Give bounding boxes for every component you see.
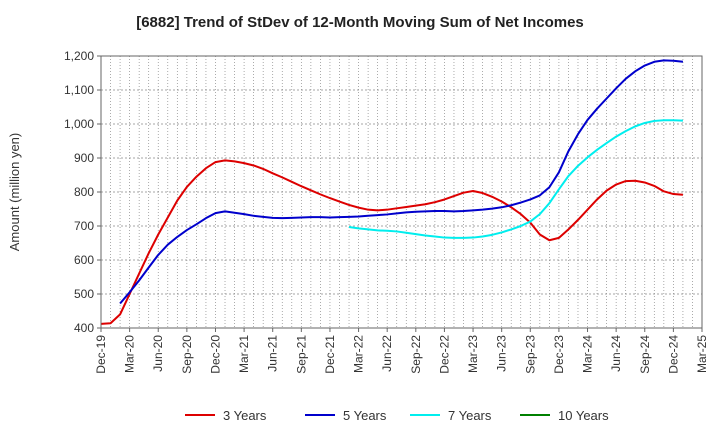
x-tick-label: Dec-21 bbox=[323, 335, 337, 374]
x-tick-label: Jun-21 bbox=[266, 335, 280, 372]
x-axis: Dec-19 Mar-20 Jun-20 Sep-20 Dec-20 Mar-21 Jun-… bbox=[94, 328, 709, 374]
y-tick-label: 1,000 bbox=[64, 117, 94, 131]
x-tick-label: Dec-22 bbox=[437, 335, 451, 374]
x-tick-label: Dec-24 bbox=[666, 335, 680, 374]
x-tick-label: Mar-21 bbox=[237, 335, 251, 373]
y-tick-label: 700 bbox=[74, 219, 94, 233]
x-tick-label: Mar-23 bbox=[466, 335, 480, 373]
x-tick-label: Mar-22 bbox=[352, 335, 366, 373]
chart-title: [6882] Trend of StDev of 12-Month Moving… bbox=[136, 14, 584, 31]
y-tick-label: 900 bbox=[74, 151, 94, 165]
x-tick-label: Jun-23 bbox=[495, 335, 509, 372]
x-tick-label: Dec-23 bbox=[552, 335, 566, 374]
series-line-3-years bbox=[100, 159, 683, 325]
x-tick-label: Dec-20 bbox=[208, 335, 222, 374]
x-tick-label: Mar-20 bbox=[123, 335, 137, 373]
legend-label-5-years: 5 Years bbox=[343, 408, 387, 423]
x-tick-label: Mar-24 bbox=[581, 335, 595, 373]
x-tick-label: Sep-23 bbox=[523, 335, 537, 374]
legend-label-10-years: 10 Years bbox=[558, 408, 609, 423]
legend: 3 Years 5 Years 7 Years 10 Years bbox=[185, 408, 609, 423]
legend-label-3-years: 3 Years bbox=[223, 408, 267, 423]
x-tick-label: Jun-24 bbox=[609, 335, 623, 372]
y-axis: 400 500 600 700 800 900 1,000 1,100 1,200 bbox=[64, 49, 101, 335]
x-tick-label: Jun-22 bbox=[380, 335, 394, 372]
x-tick-label: Sep-21 bbox=[294, 335, 308, 374]
y-tick-label: 400 bbox=[74, 321, 94, 335]
series-line-5-years bbox=[119, 59, 684, 305]
x-tick-label: Dec-19 bbox=[94, 335, 108, 374]
x-tick-label: Jun-20 bbox=[151, 335, 165, 372]
legend-label-7-years: 7 Years bbox=[448, 408, 492, 423]
x-tick-label: Sep-20 bbox=[180, 335, 194, 374]
y-tick-label: 1,200 bbox=[64, 49, 94, 63]
x-tick-label: Sep-22 bbox=[409, 335, 423, 374]
y-tick-label: 500 bbox=[74, 287, 94, 301]
y-axis-label: Amount (million yen) bbox=[7, 133, 22, 252]
x-tick-label: Mar-25 bbox=[695, 335, 709, 373]
series-lines bbox=[100, 59, 684, 325]
series-line-7-years bbox=[348, 119, 683, 239]
y-tick-label: 1,100 bbox=[64, 83, 94, 97]
x-tick-label: Sep-24 bbox=[638, 335, 652, 374]
y-tick-label: 800 bbox=[74, 185, 94, 199]
y-tick-label: 600 bbox=[74, 253, 94, 267]
